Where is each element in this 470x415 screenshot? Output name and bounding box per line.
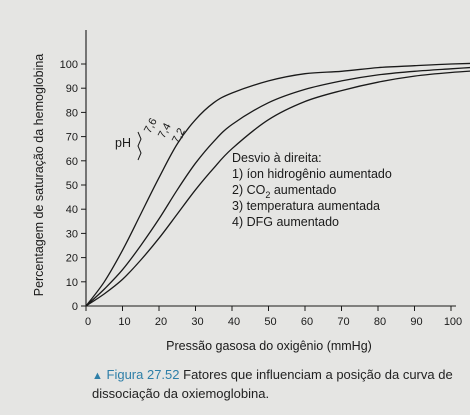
curve-label-3: 7,2 [170, 126, 188, 145]
curve-labels: 7,67,47,2 [142, 116, 188, 145]
x-tick-label: 80 [374, 316, 386, 328]
ph-arrow [137, 131, 142, 161]
shift-item-4: 4) DFG aumentado [232, 215, 339, 229]
caption-marker-icon: ▲ [92, 370, 103, 382]
y-tick-label: 80 [66, 107, 78, 119]
y-tick-label: 50 [66, 180, 78, 192]
y-tick-label: 70 [66, 132, 78, 144]
figure-caption: ▲ Figura 27.52 Fatores que influenciam a… [92, 366, 464, 402]
y-axis-title: Percentagem de saturação da hemoglobina [32, 54, 46, 297]
y-tick-label: 90 [66, 83, 78, 95]
oxyhemoglobin-dissociation-chart: 0102030405060708090100110120130140 01020… [32, 30, 470, 353]
y-tick-label: 20 [66, 253, 78, 265]
x-tick-label: 70 [337, 316, 349, 328]
shift-item-2: 2) CO2 aumentado [232, 183, 336, 200]
y-ticks: 0 10 20 30 40 50 60 70 80 90 100 [60, 59, 86, 313]
x-ticks: 0102030405060708090100110120130140 [85, 306, 462, 328]
x-tick-label: 20 [155, 316, 167, 328]
x-tick-label: 60 [301, 316, 313, 328]
shift-legend: Desvio à direita: 1) íon hidrogênio aume… [232, 151, 392, 229]
x-tick-label: 50 [264, 316, 276, 328]
shift-item-3: 3) temperatura aumentada [232, 199, 380, 213]
shift-title: Desvio à direita: [232, 151, 322, 165]
curve-ph-7-2 [85, 70, 470, 307]
x-tick-label: 100 [444, 316, 462, 328]
ph-label: pH [115, 136, 131, 150]
shift-item-1: 1) íon hidrogênio aumentado [232, 167, 392, 181]
x-tick-label: 30 [191, 316, 203, 328]
y-tick-label: 40 [66, 204, 78, 216]
x-tick-label: 40 [228, 316, 240, 328]
y-tick-label: 10 [66, 277, 78, 289]
x-tick-label: 0 [85, 316, 91, 328]
axes [85, 30, 456, 307]
curve-ph-7-4 [85, 66, 470, 307]
curves [85, 62, 470, 307]
curve-ph-7-6 [85, 62, 470, 307]
y-tick-label: 30 [66, 228, 78, 240]
caption-label: Figura 27.52 [106, 367, 180, 382]
y-tick-label: 0 [72, 301, 78, 313]
y-tick-label: 100 [60, 59, 78, 71]
ph-annotation: pH [115, 131, 142, 161]
x-tick-label: 10 [118, 316, 130, 328]
y-tick-label: 60 [66, 156, 78, 168]
caption-text: Fatores que influenciam a posição da cur… [92, 367, 453, 401]
x-tick-label: 90 [410, 316, 422, 328]
x-axis-title: Pressão gasosa do oxigênio (mmHg) [166, 339, 372, 353]
